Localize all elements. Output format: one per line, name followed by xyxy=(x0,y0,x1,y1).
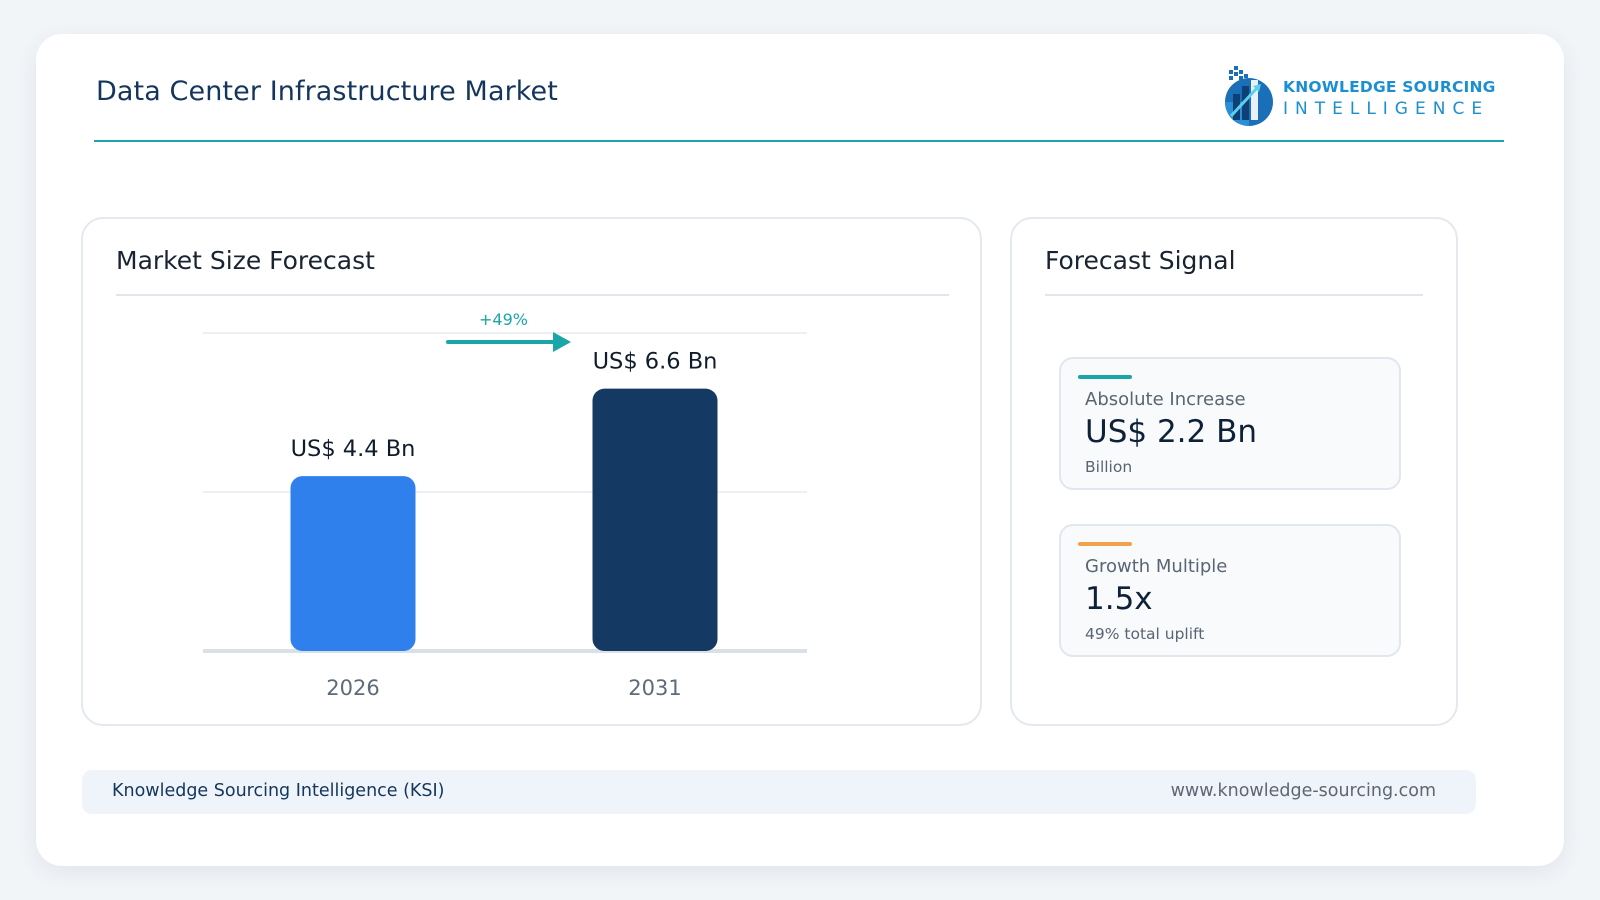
market-size-panel: Market Size Forecast US$ 4.4 Bn 2026 US$ 6… xyxy=(81,217,982,726)
footer-website-link[interactable]: www.knowledge-sourcing.com xyxy=(1170,781,1436,801)
growth-multiple-card: Growth Multiple 1.5x 49% total uplift xyxy=(1059,524,1401,657)
growth-annotation-label: +49% xyxy=(479,310,528,329)
stat-sub: Billion xyxy=(1085,458,1133,476)
data-label-2031: US$ 6.6 Bn xyxy=(593,349,718,375)
market-size-bar-chart: US$ 4.4 Bn 2026 US$ 6.6 Bn 2031 +49% xyxy=(203,310,807,700)
bar-2031 xyxy=(592,388,718,651)
x-tick-label-2031: 2031 xyxy=(628,676,681,700)
logo-text-line2: INTELLIGENCE xyxy=(1283,99,1490,119)
market-size-title: Market Size Forecast xyxy=(116,246,375,275)
page-title: Data Center Infrastructure Market xyxy=(96,76,558,107)
data-label-2026: US$ 4.4 Bn xyxy=(291,436,416,462)
stat-label: Absolute Increase xyxy=(1085,389,1246,410)
absolute-increase-card: Absolute Increase US$ 2.2 Bn Billion xyxy=(1059,357,1401,490)
company-logo: KNOWLEDGE SOURCING INTELLIGENCE xyxy=(1211,60,1495,130)
forecast-signal-title: Forecast Signal xyxy=(1045,246,1236,275)
bar-chart-globe-logo-icon xyxy=(1225,66,1273,126)
panel-divider xyxy=(1045,294,1423,296)
footer-bar: Knowledge Sourcing Intelligence (KSI) ww… xyxy=(82,770,1476,814)
stat-value: US$ 2.2 Bn xyxy=(1085,414,1258,450)
bar-2026 xyxy=(290,476,416,651)
growth-arrow-head xyxy=(553,332,571,352)
x-tick-label-2026: 2026 xyxy=(326,676,379,700)
header-divider xyxy=(94,140,1504,142)
footer-source: Knowledge Sourcing Intelligence (KSI) xyxy=(112,781,445,801)
stat-sub: 49% total uplift xyxy=(1085,625,1205,643)
infographic-card: Data Center Infrastructure Market KNOWLE… xyxy=(36,34,1564,866)
panel-divider xyxy=(116,294,949,296)
logo-text-line1: KNOWLEDGE SOURCING xyxy=(1283,78,1496,96)
stat-value: 1.5x xyxy=(1085,581,1153,617)
stat-accent-bar xyxy=(1078,542,1132,546)
stat-accent-bar xyxy=(1078,375,1132,379)
forecast-signal-panel: Forecast Signal Absolute Increase US$ 2.… xyxy=(1010,217,1458,726)
stat-label: Growth Multiple xyxy=(1085,556,1228,577)
